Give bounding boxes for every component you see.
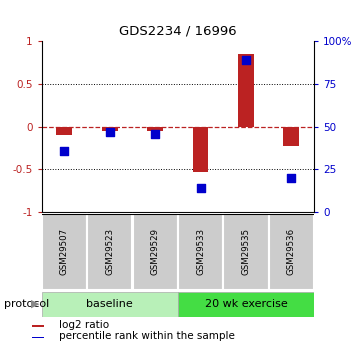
Text: GSM29533: GSM29533	[196, 228, 205, 275]
Bar	[238, 54, 254, 127]
Point	[107, 129, 113, 135]
Text: baseline: baseline	[86, 299, 133, 309]
Point	[61, 148, 67, 154]
Text: 20 wk exercise: 20 wk exercise	[205, 299, 287, 309]
Bar	[56, 127, 72, 135]
Title: GDS2234 / 16996: GDS2234 / 16996	[119, 24, 236, 38]
Bar	[87, 214, 132, 290]
Text: GSM29535: GSM29535	[242, 228, 251, 275]
Bar	[223, 214, 269, 290]
Bar	[269, 214, 314, 290]
Bar	[178, 214, 223, 290]
Bar	[32, 337, 44, 338]
Text: GSM29507: GSM29507	[60, 228, 69, 275]
Text: GSM29529: GSM29529	[151, 228, 160, 275]
Text: GSM29523: GSM29523	[105, 228, 114, 275]
Point	[243, 57, 249, 63]
Text: GSM29536: GSM29536	[287, 228, 296, 275]
Text: percentile rank within the sample: percentile rank within the sample	[59, 331, 235, 341]
Text: log2 ratio: log2 ratio	[59, 320, 109, 330]
Bar	[192, 127, 208, 172]
Bar	[178, 292, 314, 317]
Text: ▶: ▶	[31, 299, 40, 309]
Bar	[147, 127, 163, 131]
Text: protocol: protocol	[4, 299, 49, 309]
Point	[197, 186, 203, 191]
Bar	[42, 214, 87, 290]
Bar	[42, 292, 178, 317]
Bar	[283, 127, 299, 146]
Point	[288, 175, 294, 181]
Point	[152, 131, 158, 136]
Bar	[102, 127, 118, 131]
Bar	[32, 325, 44, 327]
Bar	[132, 214, 178, 290]
